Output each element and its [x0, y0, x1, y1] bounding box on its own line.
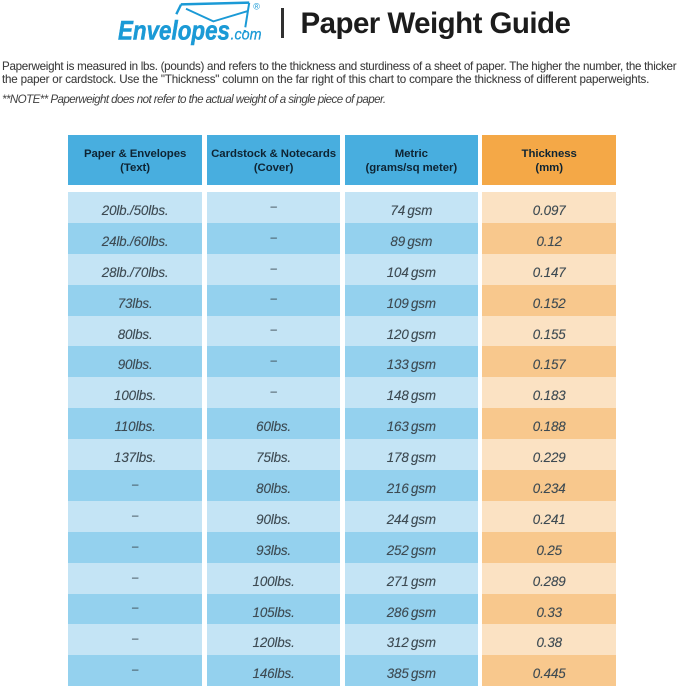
svg-text:Envelopes: Envelopes — [118, 16, 230, 46]
svg-text:.com: .com — [231, 27, 262, 44]
svg-text:®: ® — [253, 2, 260, 12]
